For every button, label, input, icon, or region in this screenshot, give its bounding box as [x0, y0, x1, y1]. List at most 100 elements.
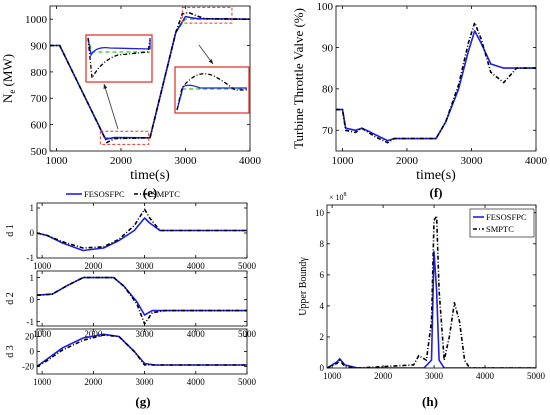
inset-high-frame	[174, 66, 250, 114]
series-line-fesosfpc	[327, 250, 536, 368]
chart-f: 1000 2000 3000 4000 70 80 90 100 time(s) (f) Turbi…	[291, 1, 548, 200]
arrow-high-head	[208, 59, 213, 64]
y-axis-label: Turbine Throttle Valve (%)	[291, 8, 306, 149]
plot-frame	[36, 202, 248, 259]
y-tick-label: 10	[315, 208, 325, 218]
x-tick-label: 1000	[33, 329, 52, 339]
inset-low	[85, 34, 153, 83]
y-axis-label: Upper Boundγ	[298, 257, 309, 316]
x-tick-label: 2000	[396, 155, 419, 167]
x-tick-label: 4000	[187, 329, 206, 339]
series-line-smptc	[37, 334, 247, 368]
x-tick-label: 3000	[174, 155, 197, 167]
plot-frame	[49, 5, 251, 152]
legend-label-fesosfpc: FESOSFPC	[84, 189, 125, 199]
series-line-smptc	[327, 215, 536, 368]
legend-g: FESOSFPC SMPTC (g) FESOSFPC SMPTC (h)	[66, 189, 535, 409]
chart-h: 1000 2000 3000 4000 5000 0 2 4 6 8 10 Upper Boundγ ×…	[298, 192, 546, 381]
y-tick-label: 6	[320, 270, 325, 280]
arrow-low-head	[103, 84, 108, 89]
zoom-region-high	[181, 6, 233, 24]
chart-e: 1000 2000 3000 4000 500 600 700 800 900 1000 time(…	[0, 5, 262, 200]
series-line-fesosfpc	[37, 276, 247, 316]
arrow-low	[103, 83, 119, 130]
y-tick-label: 1000	[25, 14, 48, 26]
y-label-sub: e	[7, 90, 17, 94]
series-group	[37, 208, 247, 252]
chart-g3: 1000 2000 3000 4000 5000 -20 0 20 d 3	[5, 328, 257, 387]
series-line-fesosfpc	[336, 30, 536, 142]
x-tick-label: 3000	[460, 155, 483, 167]
y-tick-label: 0	[320, 363, 325, 373]
x-tick-label: 5000	[527, 371, 546, 381]
y-tick-label: 20	[25, 332, 35, 342]
x-tick-label: 3000	[136, 329, 155, 339]
legend-label-smptc-h: SMPTC	[486, 224, 514, 234]
series-group	[37, 276, 247, 325]
x-tick-label: 4000	[525, 155, 548, 167]
y-tick-label: -20	[22, 362, 34, 372]
panel-label-h: (h)	[422, 394, 438, 409]
y-tick-label: 0	[30, 295, 35, 305]
y-tick-label: 80	[322, 84, 334, 96]
series-line-smptc	[50, 11, 250, 144]
series-line-fesosfpc	[37, 217, 247, 252]
legend-label-smptc: SMPTC	[152, 189, 180, 199]
x-axis-label: time(s)	[130, 168, 170, 183]
panel-label: (f)	[430, 185, 443, 200]
series-group	[327, 215, 536, 368]
series-line-smptc	[37, 208, 247, 249]
y-tick-label: 500	[31, 146, 48, 158]
x-tick-label: 2000	[84, 377, 103, 387]
y-axis-label: d 2	[5, 292, 16, 305]
inset-high	[174, 66, 250, 114]
series-group	[50, 11, 250, 144]
inset-line-smptc	[87, 37, 151, 81]
x-tick-label: 1000	[33, 377, 52, 387]
x-tick-label: 4000	[187, 377, 206, 387]
legend-box-h	[469, 208, 535, 238]
x-tick-label: 4000	[239, 155, 262, 167]
x-tick-label: 1000	[331, 155, 354, 167]
panel-label-g: (g)	[135, 394, 150, 409]
series-line-smptc	[336, 21, 536, 144]
y-label-unit: (MW)	[0, 54, 15, 90]
zoom-region-low	[99, 130, 150, 145]
y-tick-label: 600	[31, 119, 48, 131]
legend-label-fesosfpc-h: FESOSFPC	[486, 212, 527, 222]
y-tick-label: 1	[30, 273, 35, 283]
y-tick-label: 1	[30, 203, 35, 213]
y-tick-label: 8	[320, 239, 325, 249]
y-tick-label: 90	[322, 42, 334, 54]
y-axis-label: d 1	[5, 224, 16, 237]
series-line-fesosfpc	[50, 15, 250, 140]
x-tick-label: 3000	[136, 261, 155, 271]
inset-line-fesosfpc	[87, 37, 151, 57]
inset-line-fesosfpc	[176, 84, 247, 111]
y-exponent: × 108	[329, 192, 347, 202]
y-tick-label: 0	[30, 347, 35, 357]
x-tick-label: 2000	[84, 329, 103, 339]
inset-low-frame	[85, 34, 153, 83]
x-tick-label: 3000	[136, 377, 155, 387]
y-tick-label: 900	[31, 40, 48, 52]
y-tick-label: -1	[27, 253, 35, 263]
x-tick-label: 2000	[110, 155, 133, 167]
x-tick-label: 1000	[45, 155, 68, 167]
y-label-main: N	[0, 93, 15, 103]
y-tick-label: 800	[31, 67, 48, 79]
y-tick-label: 100	[317, 1, 334, 13]
y-tick-label: -1	[27, 317, 35, 327]
plot-frame	[36, 270, 248, 327]
x-axis-label: time(s)	[416, 168, 456, 183]
x-tick-label: 5000	[238, 261, 257, 271]
x-tick-label: 5000	[238, 377, 257, 387]
chart-g1: 1000 2000 3000 4000 5000 -1 0 1 d 1	[5, 202, 257, 271]
y-axis-label: Ne (MW)	[0, 54, 17, 103]
panel-label: (e)	[143, 185, 157, 200]
series-line-smptc	[37, 276, 247, 325]
x-tick-label: 4000	[476, 371, 495, 381]
x-tick-label: 1000	[33, 261, 52, 271]
y-tick-label: 4	[320, 301, 325, 311]
y-exponent-power: 8	[344, 192, 347, 198]
